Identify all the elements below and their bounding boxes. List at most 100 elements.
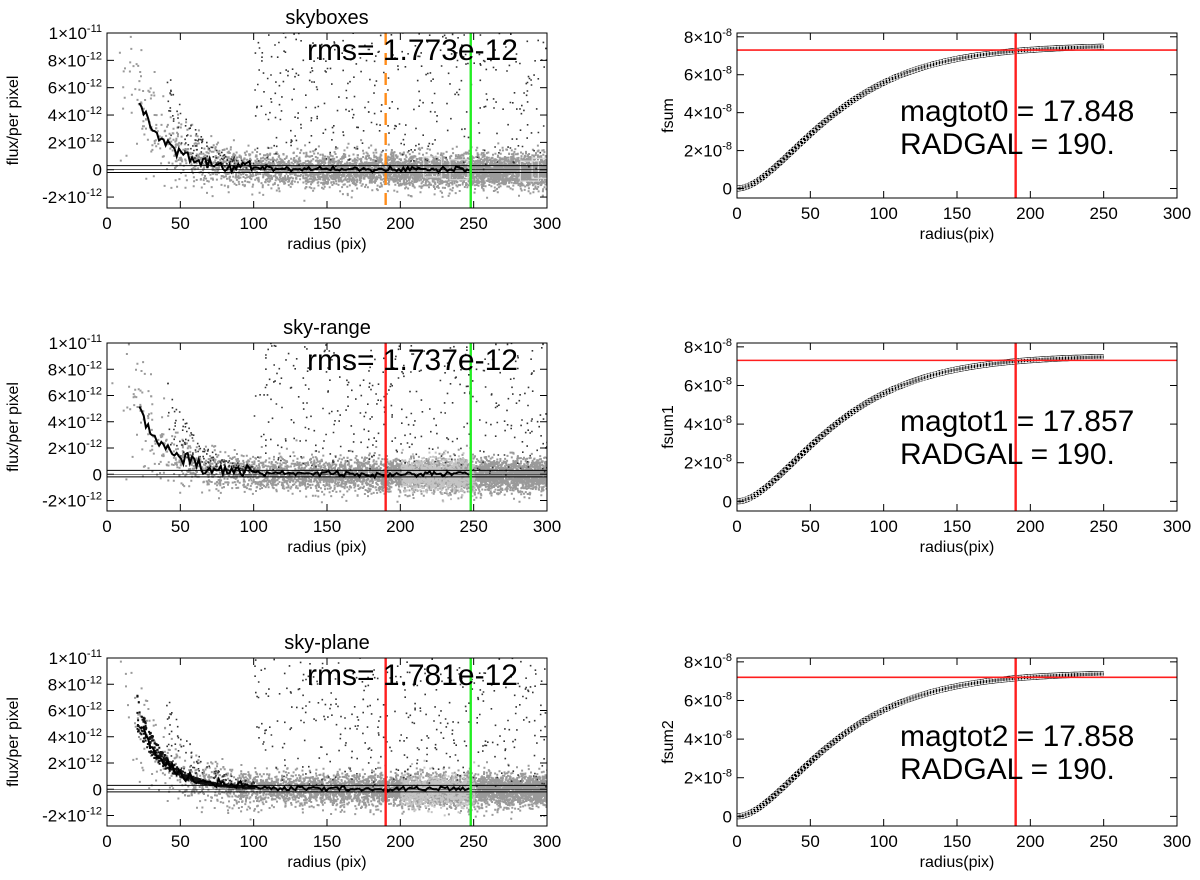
panel-p4: 0 50 100 150 200 250 300 1×10-11 8×10-12 6×10-12 4… — [5, 632, 561, 871]
y-tick-label: 0 — [723, 180, 732, 199]
x-tick-label: 100 — [869, 517, 897, 536]
panel-p3: 0 50 100 150 200 250 300 8×10-8 6×10-8 4×10-8 2×10… — [660, 337, 1191, 556]
x-tick-label: 300 — [1163, 517, 1191, 536]
skybox-marker — [531, 157, 547, 179]
x-tick-label: 50 — [171, 517, 190, 536]
y-tick-label: 4×10-12 — [48, 105, 102, 125]
x-tick-label: 150 — [943, 832, 971, 851]
y-axis-label: fsum1 — [660, 405, 677, 449]
x-tick-label: 250 — [459, 517, 487, 536]
x-tick-label: 300 — [533, 832, 561, 851]
panel-p2: 0 50 100 150 200 250 300 1×10-11 8×10-12 6×10-12 4… — [5, 317, 561, 556]
plot-area — [737, 343, 1177, 511]
x-tick-label: 200 — [1016, 832, 1044, 851]
y-tick-label: 0 — [723, 807, 732, 826]
magtot-annotation: magtot2 = 17.858 — [900, 720, 1134, 753]
chart-title: skyboxes — [285, 7, 368, 29]
skybox-marker — [519, 160, 540, 182]
x-tick-label: 150 — [943, 204, 971, 223]
y-tick-label: 2×10-8 — [684, 141, 732, 161]
x-tick-label: 50 — [801, 832, 820, 851]
y-tick-label: 8×10-12 — [48, 674, 102, 694]
x-tick-label: 50 — [801, 204, 820, 223]
y-tick-label: 6×10-8 — [684, 690, 732, 710]
y-tick-label: 0 — [93, 780, 102, 799]
fsum-curve-band — [737, 671, 1104, 820]
x-tick-label: 0 — [732, 204, 741, 223]
x-tick-label: 250 — [459, 832, 487, 851]
y-tick-label: 4×10-12 — [48, 412, 102, 432]
x-tick-label: 300 — [1163, 204, 1191, 223]
panel-p5: 0 50 100 150 200 250 300 8×10-8 6×10-8 4×10-8 2×10… — [660, 652, 1191, 871]
x-tick-label: 50 — [171, 214, 190, 233]
x-tick-label: 250 — [459, 214, 487, 233]
y-tick-label: 1×10-11 — [49, 23, 102, 43]
plot-area — [107, 33, 547, 208]
y-axis-label: flux/per pixel — [5, 76, 22, 166]
x-tick-label: 200 — [1016, 204, 1044, 223]
y-tick-label: 1×10-11 — [49, 648, 102, 668]
x-tick-label: 200 — [386, 832, 414, 851]
x-tick-label: 150 — [943, 517, 971, 536]
y-tick-label: 6×10-8 — [684, 65, 732, 85]
y-tick-label: 6×10-12 — [48, 78, 102, 98]
x-tick-label: 0 — [732, 517, 741, 536]
chart-title: sky-range — [283, 317, 371, 339]
x-tick-label: 150 — [313, 517, 341, 536]
y-tick-label: 2×10-12 — [48, 438, 102, 458]
fsum-curve-band — [737, 43, 1104, 192]
scatter-points — [111, 343, 547, 504]
y-tick-label: 8×10-8 — [684, 27, 732, 47]
x-tick-label: 200 — [386, 517, 414, 536]
magtot-annotation: magtot0 = 17.848 — [900, 95, 1134, 128]
x-tick-label: 250 — [1089, 204, 1117, 223]
magtot-annotation: magtot1 = 17.857 — [900, 405, 1134, 438]
y-tick-label: 2×10-12 — [48, 753, 102, 773]
x-axis-label: radius(pix) — [920, 539, 995, 556]
x-tick-label: 250 — [1089, 832, 1117, 851]
rms-annotation: rms= 1.737e-12 — [307, 344, 518, 377]
y-tick-label: 8×10-12 — [48, 50, 102, 70]
fsum-curve-band — [737, 354, 1104, 505]
scatter-cloud — [118, 35, 547, 202]
scatter-points — [119, 658, 547, 821]
cumulative-curve — [737, 354, 1107, 505]
y-tick-label: 8×10-8 — [684, 337, 732, 357]
y-tick-label: 2×10-8 — [684, 453, 732, 473]
x-tick-label: 50 — [801, 517, 820, 536]
x-axis-label: radius (pix) — [287, 854, 366, 871]
rms-annotation: rms= 1.781e-12 — [307, 659, 518, 692]
mean-profile-line — [138, 405, 470, 480]
chart-title: sky-plane — [284, 632, 370, 654]
radgal-annotation: RADGAL = 190. — [900, 438, 1115, 471]
panel-p1: 0 50 100 150 200 250 300 8×10-8 6×10-8 4×10-8 2×10… — [660, 27, 1191, 243]
mean-profile-line — [138, 726, 470, 794]
x-axis-label: radius (pix) — [287, 236, 366, 253]
y-tick-label: 1×10-11 — [49, 333, 102, 353]
x-tick-label: 200 — [1016, 517, 1044, 536]
x-tick-label: 50 — [171, 832, 190, 851]
y-tick-label: 4×10-8 — [684, 729, 732, 749]
radgal-annotation: RADGAL = 190. — [900, 128, 1115, 161]
y-tick-label: 8×10-8 — [684, 652, 732, 672]
x-tick-label: 0 — [102, 832, 111, 851]
y-axis-label: fsum — [660, 98, 677, 133]
scatter-points — [118, 33, 547, 202]
x-axis-label: radius(pix) — [920, 226, 995, 243]
y-tick-label: 0 — [723, 492, 732, 511]
x-tick-label: 250 — [1089, 517, 1117, 536]
mean-profile-line — [138, 102, 470, 175]
y-tick-label: -2×10-12 — [42, 491, 102, 511]
y-tick-label: 4×10-8 — [684, 414, 732, 434]
x-tick-label: 0 — [732, 832, 741, 851]
y-tick-label: -2×10-12 — [42, 806, 102, 826]
x-tick-label: 100 — [869, 832, 897, 851]
sky-range-points — [400, 448, 476, 503]
y-tick-label: 8×10-12 — [48, 359, 102, 379]
y-tick-label: 2×10-12 — [48, 132, 102, 152]
x-tick-label: 100 — [239, 214, 267, 233]
y-tick-label: -2×10-12 — [42, 187, 102, 207]
x-tick-label: 0 — [102, 517, 111, 536]
x-tick-label: 150 — [313, 832, 341, 851]
